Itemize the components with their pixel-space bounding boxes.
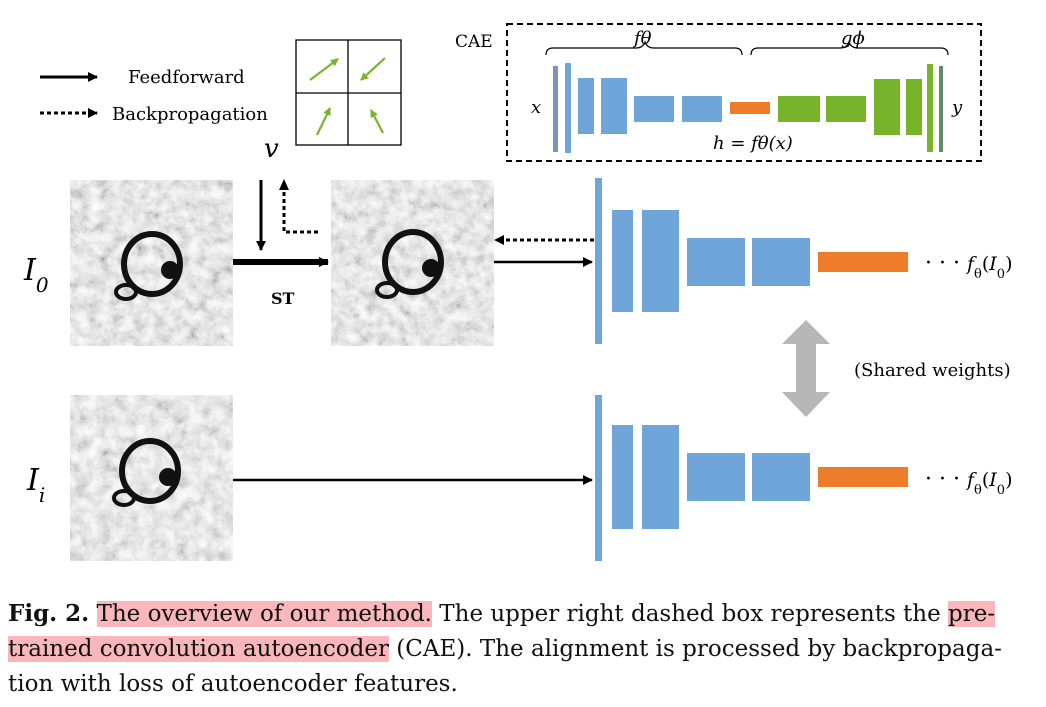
cae-decoder-layer-3 — [874, 79, 900, 135]
caption-text-1: The upper right dashed box represents th… — [431, 601, 949, 627]
cae-encoder-layer-2 — [578, 78, 594, 134]
cae-output-layer — [939, 66, 943, 152]
vector-arrow-ne — [309, 58, 339, 81]
cae-title: CAE — [455, 32, 493, 52]
cae-latent-layer — [730, 102, 770, 114]
cae-decoder-layer-2 — [826, 96, 866, 122]
legend: Feedforward Backpropagation — [40, 67, 268, 125]
cae-output-label: y — [951, 97, 963, 118]
caption-highlight-pre: pre- — [948, 601, 996, 627]
vector-field-grid — [295, 39, 402, 146]
st-label: ST — [271, 289, 295, 308]
cae-encoder-layer-3 — [601, 78, 627, 134]
encoder-label: fθ — [632, 28, 652, 49]
caption-highlight-overview: The overview of our method. — [96, 601, 432, 627]
cae-input-label: x — [531, 97, 541, 118]
vector-field-label: v — [264, 134, 279, 164]
encoder-brace — [545, 40, 743, 56]
caption-highlight-cae: trained convolution autoencoder — [8, 636, 389, 662]
vector-arrow-n — [316, 107, 331, 136]
vector-arrow-sw — [360, 57, 386, 81]
bottom-feature-label: · · · fθ(I0) — [925, 467, 1012, 498]
shared-weights-arrow — [782, 320, 830, 417]
decoder-label: gϕ — [841, 28, 865, 49]
figure-number: Fig. 2. — [8, 600, 90, 627]
cae-encoder-layer-4 — [634, 96, 674, 122]
reference-image — [70, 180, 233, 346]
cae-encoder-layer-5 — [682, 96, 722, 122]
cae-decoder-layer-5 — [927, 64, 933, 152]
cae-decoder-layer-4 — [906, 79, 922, 135]
shared-weights-label: (Shared weights) — [854, 360, 1011, 381]
decoder-brace — [750, 40, 949, 56]
top-feature-label: · · · fθ(I0) — [925, 251, 1012, 282]
top-encoder — [595, 178, 908, 344]
feedforward-legend-label: Feedforward — [128, 67, 245, 88]
figure-caption: Fig. 2. The overview of our method. The … — [8, 596, 1038, 702]
target-label: Ii — [26, 463, 45, 507]
bottom-encoder — [595, 395, 908, 561]
latent-label: h = fθ(x) — [713, 133, 793, 154]
cae-input-layer — [553, 66, 558, 152]
cae-decoder-layer-1 — [778, 96, 820, 122]
v-backprop-arrow — [282, 182, 318, 234]
reference-label: I0 — [23, 253, 49, 297]
backpropagation-legend-label: Backpropagation — [112, 104, 268, 125]
method-overview-diagram: Feedforward Backpropagation v CAE fθ gϕ … — [23, 23, 1012, 561]
cae-box: CAE fθ gϕ x y h = fθ(x) — [455, 23, 982, 162]
caption-text-2: (CAE). The alignment is processed by bac… — [388, 636, 1002, 662]
transformed-image — [331, 180, 494, 346]
caption-text-3: tion with loss of autoencoder features. — [8, 671, 458, 697]
vector-arrow-nw — [370, 109, 384, 134]
cae-encoder-layer-1 — [565, 63, 571, 153]
target-image — [70, 395, 233, 561]
